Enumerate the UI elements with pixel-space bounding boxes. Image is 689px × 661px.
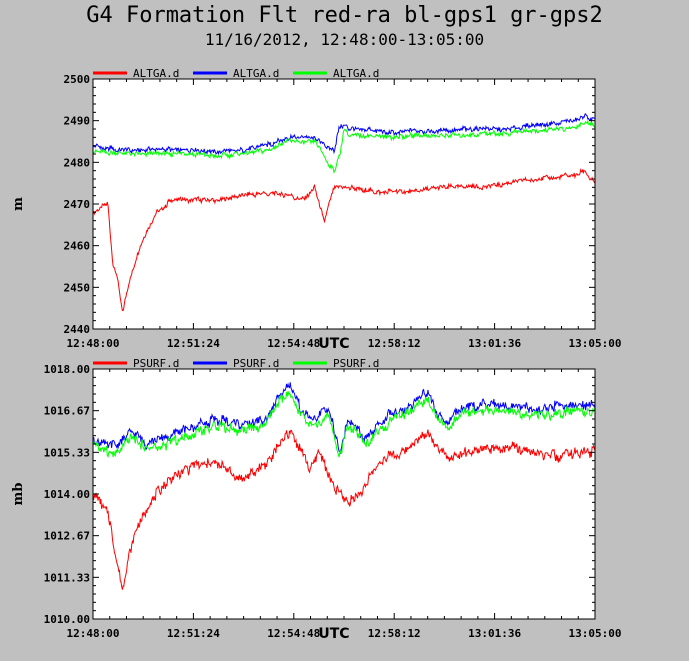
chart-title: G4 Formation Flt red-ra bl-gps1 gr-gps2	[86, 3, 603, 28]
y-tick-label: 2440	[64, 323, 91, 336]
y-axis-label: mb	[11, 483, 26, 506]
y-tick-label: 2490	[64, 115, 91, 128]
legend-entry: ALTGA.d	[333, 67, 379, 80]
series-line-3	[92, 390, 596, 458]
series-line-1	[92, 168, 596, 311]
legend-entry: ALTGA.d	[233, 67, 279, 80]
y-tick-label: 1016.67	[44, 405, 90, 418]
series-line-1	[92, 429, 596, 590]
x-tick-label: 13:05:00	[569, 337, 622, 350]
y-tick-label: 1018.00	[44, 363, 90, 376]
y-tick-label: 2450	[64, 281, 91, 294]
plot-area	[93, 79, 595, 329]
x-tick-label: 12:58:12	[368, 627, 421, 640]
y-tick-label: 1011.33	[44, 571, 90, 584]
chart-panel-2: 1010.00 1011.33 1012.67 1014.00 1015.33 1016.…	[11, 357, 621, 642]
y-tick-label: 1015.33	[44, 446, 90, 459]
chart-panel-1: 2440 2450 2460 2470 2480 2490 2500 12:48:00 12:5…	[11, 67, 621, 352]
legend-entry: ALTGA.d	[133, 67, 179, 80]
x-tick-label: 12:48:00	[67, 627, 120, 640]
x-tick-label: 12:58:12	[368, 337, 421, 350]
y-tick-label: 2460	[64, 240, 91, 253]
legend-entry: PSURF.d	[133, 357, 179, 370]
y-axis-label: m	[11, 197, 26, 211]
x-axis-label: UTC	[318, 626, 349, 642]
x-tick-label: 13:05:00	[569, 627, 622, 640]
y-tick-label: 2480	[64, 156, 91, 169]
x-tick-label: 12:54:48	[267, 337, 320, 350]
series-line-2	[92, 113, 596, 156]
y-tick-label: 2470	[64, 198, 91, 211]
x-axis-label: UTC	[318, 336, 349, 352]
x-tick-label: 13:01:36	[468, 627, 521, 640]
legend-entry: PSURF.d	[333, 357, 379, 370]
series-line-3	[93, 119, 596, 175]
chart-subtitle: 11/16/2012, 12:48:00-13:05:00	[204, 30, 485, 49]
x-tick-label: 12:48:00	[67, 337, 120, 350]
x-tick-label: 12:54:48	[267, 627, 320, 640]
y-tick-label: 1010.00	[44, 613, 90, 626]
y-tick-label: 1014.00	[44, 488, 90, 501]
x-tick-label: 13:01:36	[468, 337, 521, 350]
y-tick-label: 2500	[64, 73, 91, 86]
x-tick-label: 12:51:24	[167, 337, 220, 350]
legend-entry: PSURF.d	[233, 357, 279, 370]
x-tick-label: 12:51:24	[167, 627, 220, 640]
y-tick-label: 1012.67	[44, 530, 90, 543]
